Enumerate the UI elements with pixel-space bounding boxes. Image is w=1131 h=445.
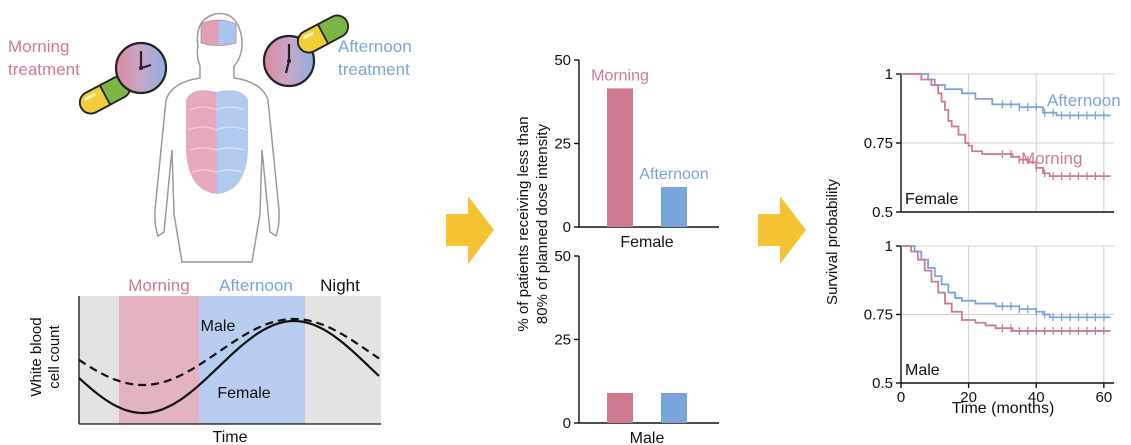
pill-icon <box>78 75 132 115</box>
xtick-label: 40 <box>1028 389 1045 406</box>
afternoon-treatment-label-line2: treatment <box>338 60 410 79</box>
female-ytick-label: 0.75 <box>864 135 893 152</box>
xtick-label: 0 <box>897 389 905 406</box>
pill-icon <box>296 14 350 54</box>
wbc-ylabel-line2: cell count <box>46 324 63 388</box>
survival-xlabel: Time (months) <box>952 400 1055 417</box>
female-group-label: Female <box>905 191 958 208</box>
female-bar-morning <box>607 88 633 227</box>
male-km-curve-afternoon <box>901 245 1111 319</box>
bar-chart-male: 0 25 50 Male <box>554 248 719 445</box>
xtick-label: 20 <box>960 389 977 406</box>
period-night-label: Night <box>320 276 360 295</box>
male-ytick-label: 0.5 <box>872 375 893 392</box>
km-chart-female: 0.5 0.75 1 Afternoon Morning Female <box>864 66 1121 221</box>
male-ytick-label: 0.75 <box>864 307 893 324</box>
afternoon-band <box>199 296 305 424</box>
afternoon-treatment-label-line1: Afternoon <box>338 37 412 56</box>
female-km-curve-morning <box>901 73 1111 178</box>
wbc-ylabel-line1: White blood <box>28 317 45 396</box>
female-ytick-label: 0 <box>563 219 571 236</box>
male-ytick-label: 50 <box>554 248 571 265</box>
female-km-curve-afternoon <box>901 73 1111 117</box>
dose-ylabel-line1: % of patients receiving less than <box>515 116 532 331</box>
male-ytick-label: 1 <box>885 238 893 255</box>
period-afternoon-label: Afternoon <box>219 276 293 295</box>
female-wbc-curve <box>78 319 380 415</box>
survival-ylabel: Survival probability <box>824 179 841 305</box>
wbc-xlabel: Time <box>213 429 248 445</box>
male-wbc-curve <box>78 317 380 387</box>
arrow-right-icon <box>446 196 494 264</box>
male-group-label: Male <box>630 430 665 445</box>
female-bar-label-morning: Morning <box>591 67 649 84</box>
female-series-label-afternoon: Afternoon <box>1047 91 1121 110</box>
human-body-icon <box>154 12 280 263</box>
morning-band <box>119 296 199 424</box>
morning-treatment-label-line2: treatment <box>8 60 80 79</box>
xtick-label: 60 <box>1096 389 1113 406</box>
female-bar-label-afternoon: Afternoon <box>639 166 708 183</box>
female-ytick-label: 25 <box>554 136 571 153</box>
female-ytick-label: 50 <box>554 52 571 69</box>
female-series-label-morning: Morning <box>1021 149 1082 168</box>
female-bar-afternoon <box>661 186 687 227</box>
female-curve-label: Female <box>217 385 270 402</box>
panel-b: % of patients receiving less than 80% of… <box>515 52 719 445</box>
period-morning-label: Morning <box>128 276 189 295</box>
female-group-label: Female <box>620 234 673 251</box>
male-bar-morning <box>607 392 633 423</box>
male-bar-afternoon <box>661 392 687 423</box>
male-group-label: Male <box>905 362 940 379</box>
male-ytick-label: 0 <box>563 415 571 432</box>
dose-ylabel-line2: 80% of planned dose intensity <box>534 123 551 324</box>
female-ytick-label: 1 <box>885 66 893 83</box>
female-ytick-label: 0.5 <box>872 204 893 221</box>
male-curve-label: Male <box>201 318 236 335</box>
morning-treatment-label-line1: Morning <box>8 37 69 56</box>
bar-chart-female: 0 25 50 Morning Afternoon Female <box>554 52 719 251</box>
circadian-chart: Morning Afternoon Night Male Female Whit… <box>28 276 381 445</box>
panel-c: Survival probability 0.5 0.75 1 Afternoon Mo… <box>824 66 1121 417</box>
male-ytick-label: 25 <box>554 332 571 349</box>
clock-icon <box>114 41 168 95</box>
arrow-right-icon <box>758 196 806 264</box>
panel-a: Morning treatment Afternoon treatment <box>8 12 412 263</box>
male-km-curve-morning <box>901 245 1111 332</box>
